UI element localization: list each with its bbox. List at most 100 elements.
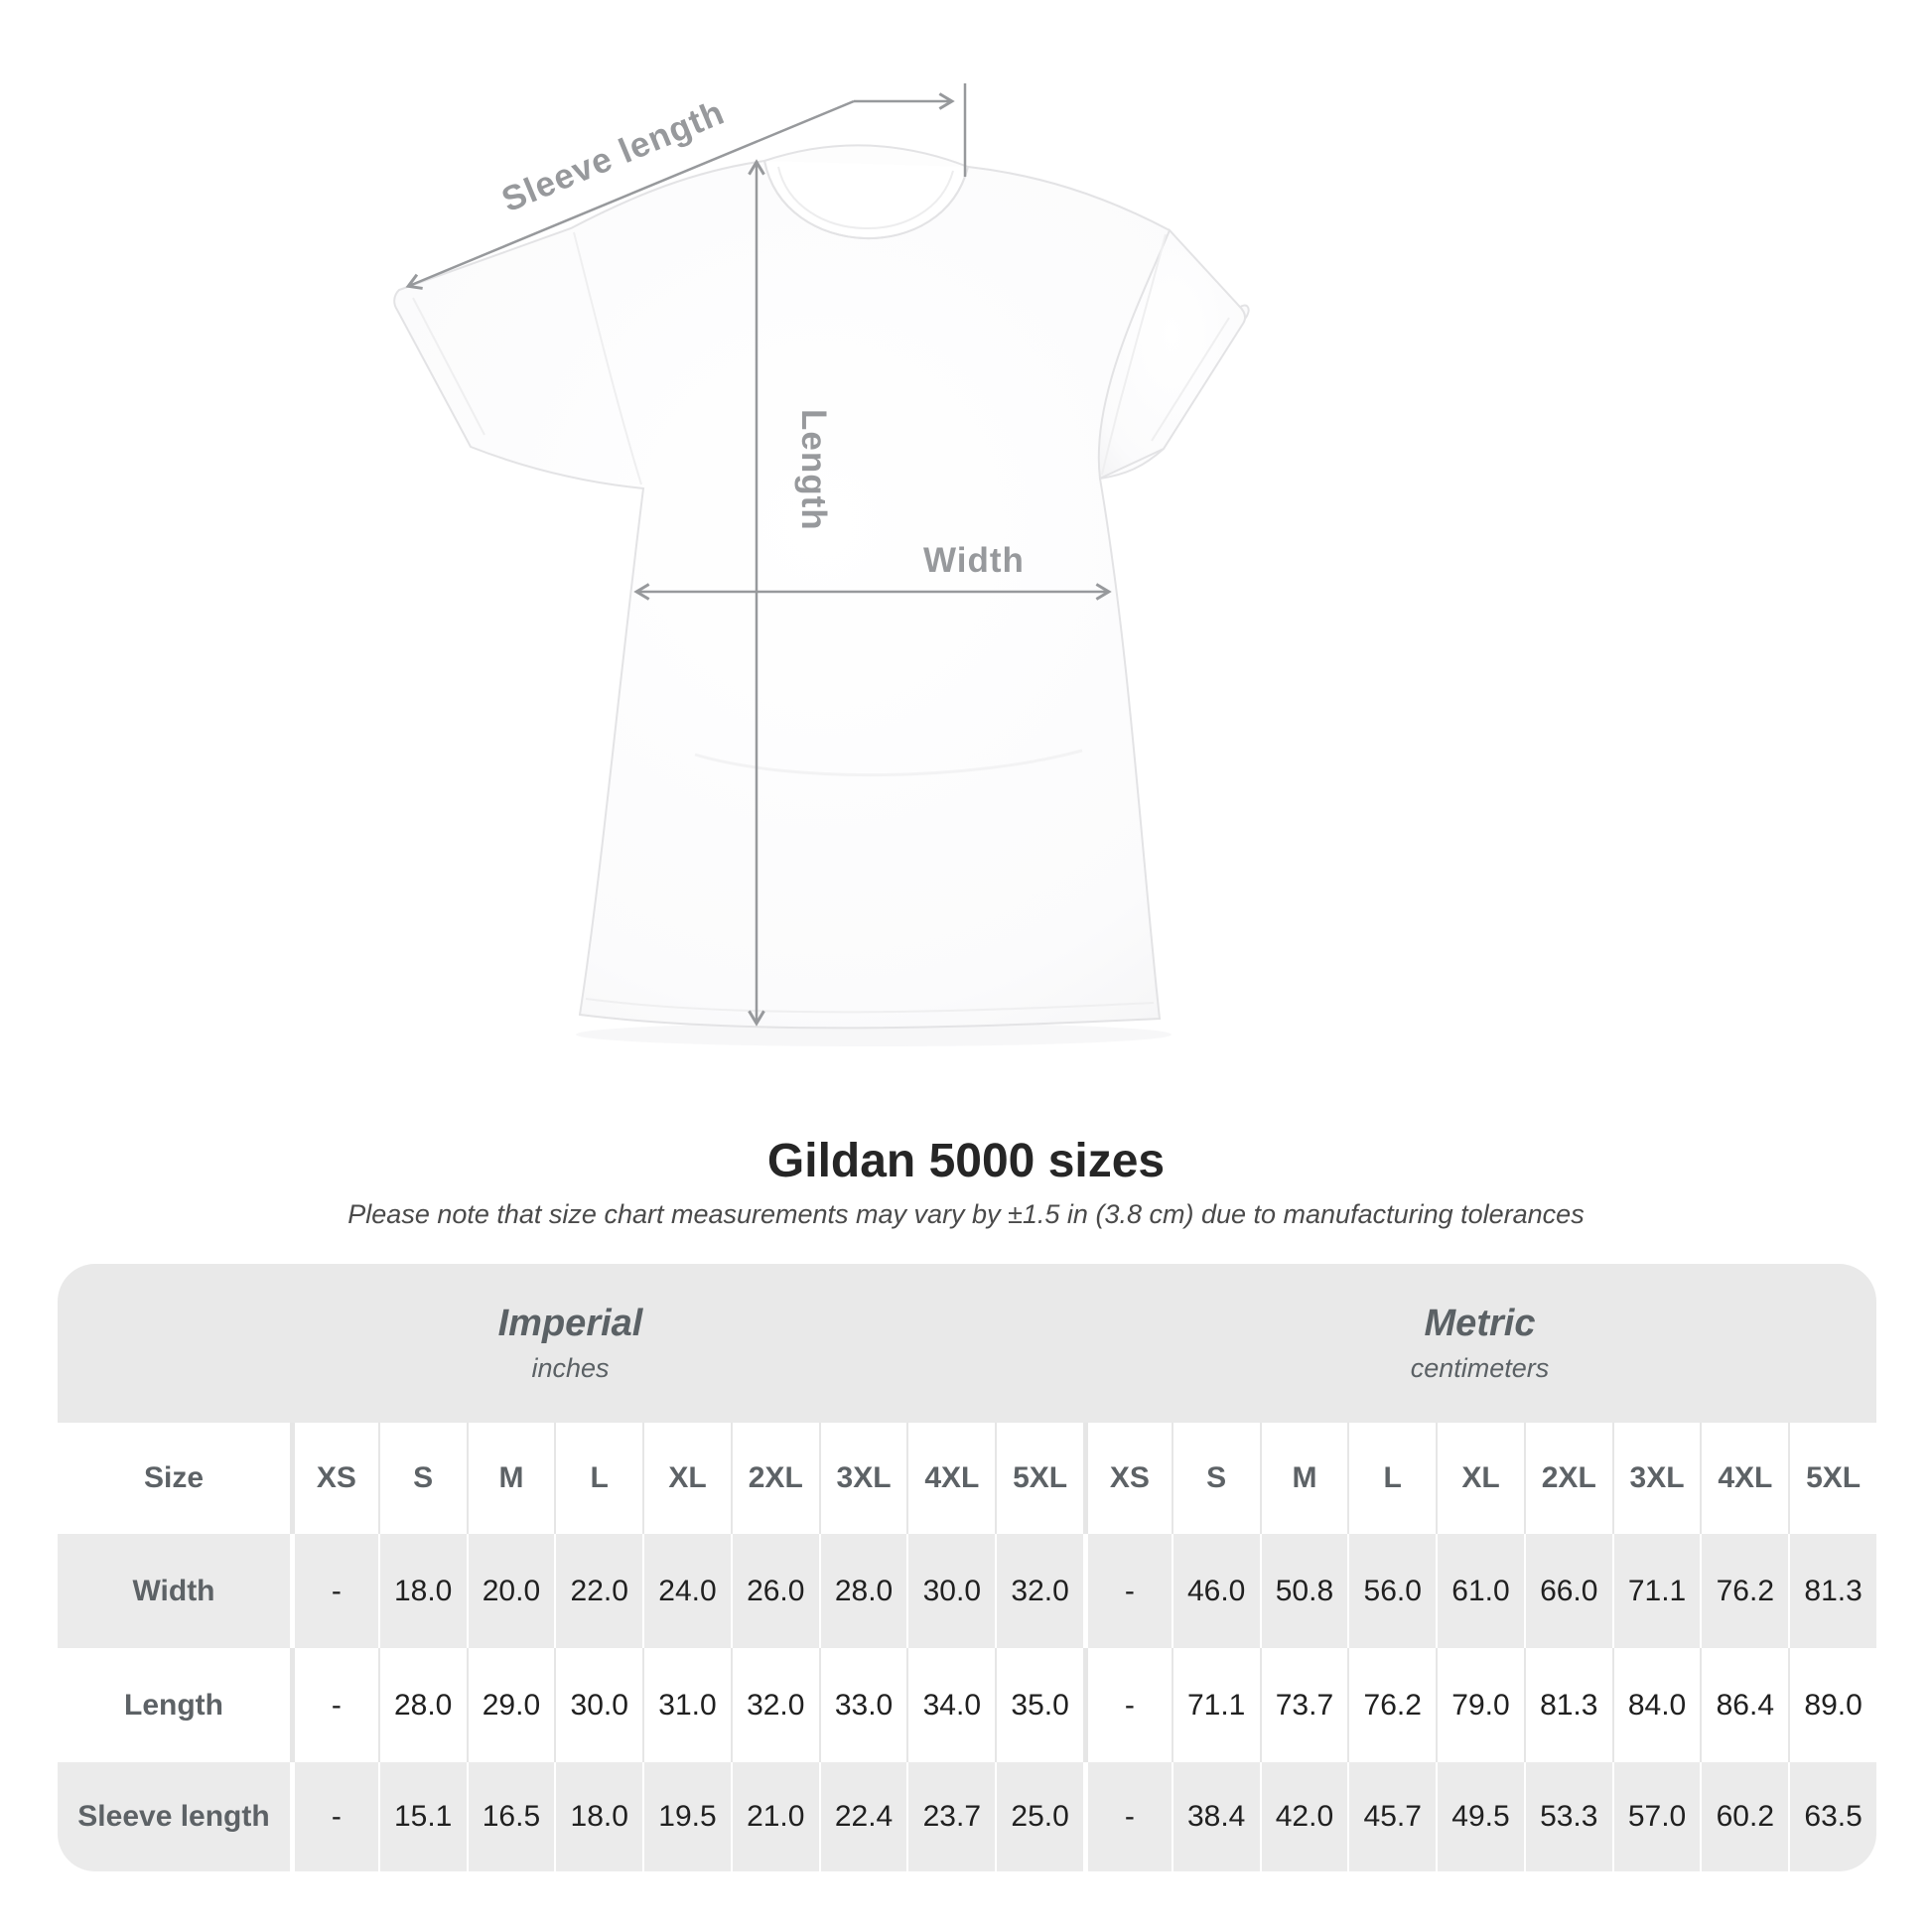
size-header-imperial-4xl: 4XL bbox=[906, 1423, 996, 1534]
hem-stitch bbox=[585, 998, 1155, 1014]
value-sleeve-length-metric-m: 42.0 bbox=[1259, 1762, 1348, 1871]
size-header-metric-m: M bbox=[1259, 1423, 1348, 1534]
size-header-imperial-s: S bbox=[377, 1423, 467, 1534]
size-header-metric-xs: XS bbox=[1083, 1423, 1172, 1534]
right-sleeve-seam bbox=[1101, 233, 1167, 476]
value-length-imperial-4xl: 34.0 bbox=[906, 1648, 996, 1762]
size-header-imperial-2xl: 2XL bbox=[730, 1423, 819, 1534]
metric-group-title: Metric bbox=[1424, 1303, 1536, 1344]
measurement-overlay bbox=[405, 83, 1112, 1027]
value-width-metric-m: 50.8 bbox=[1259, 1534, 1348, 1648]
value-width-imperial-l: 22.0 bbox=[554, 1534, 643, 1648]
value-sleeve-length-metric-xs: - bbox=[1083, 1762, 1172, 1871]
value-sleeve-length-metric-s: 38.4 bbox=[1171, 1762, 1260, 1871]
value-width-metric-xl: 61.0 bbox=[1436, 1534, 1524, 1648]
value-width-imperial-xs: - bbox=[290, 1534, 378, 1648]
value-length-imperial-l: 30.0 bbox=[554, 1648, 643, 1762]
value-width-metric-4xl: 76.2 bbox=[1700, 1534, 1789, 1648]
tolerance-note: Please note that size chart measurements… bbox=[347, 1199, 1585, 1229]
left-sleeve-seam bbox=[573, 231, 642, 485]
sleeve-length-arrow bbox=[405, 99, 855, 290]
value-length-imperial-s: 28.0 bbox=[377, 1648, 467, 1762]
value-sleeve-length-imperial-xl: 19.5 bbox=[642, 1762, 731, 1871]
value-length-metric-s: 71.1 bbox=[1171, 1648, 1260, 1762]
value-sleeve-length-imperial-4xl: 23.7 bbox=[906, 1762, 996, 1871]
size-header-imperial-3xl: 3XL bbox=[818, 1423, 907, 1534]
value-length-metric-5xl: 89.0 bbox=[1788, 1648, 1876, 1762]
imperial-group-title: Imperial bbox=[497, 1303, 643, 1344]
value-length-imperial-xl: 31.0 bbox=[642, 1648, 731, 1762]
value-sleeve-length-imperial-5xl: 25.0 bbox=[995, 1762, 1083, 1871]
value-sleeve-length-imperial-m: 16.5 bbox=[466, 1762, 555, 1871]
value-sleeve-length-imperial-2xl: 21.0 bbox=[730, 1762, 819, 1871]
value-width-imperial-m: 20.0 bbox=[466, 1534, 555, 1648]
value-length-imperial-3xl: 33.0 bbox=[818, 1648, 907, 1762]
value-sleeve-length-imperial-s: 15.1 bbox=[377, 1762, 467, 1871]
value-sleeve-length-metric-3xl: 57.0 bbox=[1611, 1762, 1701, 1871]
collar-front bbox=[763, 160, 969, 239]
tshirt-right-sleeve bbox=[1097, 228, 1247, 481]
unit-group-band: Imperial inches Metric centimeters bbox=[58, 1264, 1876, 1423]
size-header-metric-s: S bbox=[1171, 1423, 1260, 1534]
size-header-metric-5xl: 5XL bbox=[1788, 1423, 1876, 1534]
tshirt-graphic bbox=[393, 144, 1250, 1046]
value-sleeve-length-metric-4xl: 60.2 bbox=[1700, 1762, 1789, 1871]
size-table: Size XS S M L XL 2XL 3XL 4XL 5XL XS S M L XL 2XL 3XL 4XL 5… bbox=[58, 1423, 1876, 1871]
value-sleeve-length-imperial-3xl: 22.4 bbox=[818, 1762, 907, 1871]
value-sleeve-length-metric-l: 45.7 bbox=[1347, 1762, 1437, 1871]
size-header-metric-xl: XL bbox=[1436, 1423, 1524, 1534]
row-label-width: Width bbox=[58, 1534, 290, 1648]
size-header-imperial-l: L bbox=[554, 1423, 643, 1534]
value-width-metric-l: 56.0 bbox=[1347, 1534, 1437, 1648]
metric-group-unit: centimeters bbox=[1410, 1353, 1550, 1383]
left-cuff-stitch bbox=[412, 297, 485, 436]
size-header-metric-l: L bbox=[1347, 1423, 1437, 1534]
size-header-metric-3xl: 3XL bbox=[1611, 1423, 1701, 1534]
metric-group-header: Metric centimeters bbox=[1083, 1264, 1876, 1423]
value-width-metric-s: 46.0 bbox=[1171, 1534, 1260, 1648]
collar-back bbox=[763, 144, 969, 168]
tshirt-body bbox=[393, 159, 1250, 1030]
value-length-metric-m: 73.7 bbox=[1259, 1648, 1348, 1762]
value-sleeve-length-metric-xl: 49.5 bbox=[1436, 1762, 1524, 1871]
value-length-metric-4xl: 86.4 bbox=[1700, 1648, 1789, 1762]
value-sleeve-length-metric-5xl: 63.5 bbox=[1788, 1762, 1876, 1871]
value-length-metric-xs: - bbox=[1083, 1648, 1172, 1762]
size-column-header: Size bbox=[58, 1423, 290, 1534]
row-label-sleeve-length: Sleeve length bbox=[58, 1762, 290, 1871]
value-width-imperial-4xl: 30.0 bbox=[906, 1534, 996, 1648]
value-width-imperial-5xl: 32.0 bbox=[995, 1534, 1083, 1648]
body-wrinkle bbox=[694, 749, 1083, 777]
value-length-metric-3xl: 84.0 bbox=[1611, 1648, 1701, 1762]
value-length-imperial-5xl: 35.0 bbox=[995, 1648, 1083, 1762]
value-length-metric-xl: 79.0 bbox=[1436, 1648, 1524, 1762]
size-header-imperial-xs: XS bbox=[290, 1423, 378, 1534]
value-width-imperial-2xl: 26.0 bbox=[730, 1534, 819, 1648]
width-label: Width bbox=[923, 541, 1025, 580]
value-width-metric-3xl: 71.1 bbox=[1611, 1534, 1701, 1648]
size-header-imperial-m: M bbox=[466, 1423, 555, 1534]
page-title: Gildan 5000 sizes bbox=[766, 1135, 1166, 1187]
right-cuff-stitch bbox=[1151, 317, 1230, 442]
value-length-imperial-m: 29.0 bbox=[466, 1648, 555, 1762]
floor-shadow bbox=[576, 1023, 1172, 1046]
value-length-metric-l: 76.2 bbox=[1347, 1648, 1437, 1762]
value-width-imperial-s: 18.0 bbox=[377, 1534, 467, 1648]
row-label-length: Length bbox=[58, 1648, 290, 1762]
value-sleeve-length-imperial-l: 18.0 bbox=[554, 1762, 643, 1871]
value-sleeve-length-imperial-xs: - bbox=[290, 1762, 378, 1871]
size-header-imperial-5xl: 5XL bbox=[995, 1423, 1083, 1534]
value-width-imperial-3xl: 28.0 bbox=[818, 1534, 907, 1648]
length-label: Length bbox=[794, 409, 833, 531]
imperial-group-unit: inches bbox=[531, 1353, 610, 1383]
value-length-imperial-xs: - bbox=[290, 1648, 378, 1762]
value-width-metric-xs: - bbox=[1083, 1534, 1172, 1648]
size-header-metric-4xl: 4XL bbox=[1700, 1423, 1789, 1534]
value-sleeve-length-metric-2xl: 53.3 bbox=[1523, 1762, 1612, 1871]
value-width-metric-2xl: 66.0 bbox=[1523, 1534, 1612, 1648]
imperial-group-header: Imperial inches bbox=[58, 1264, 1083, 1423]
value-width-imperial-xl: 24.0 bbox=[642, 1534, 731, 1648]
size-header-imperial-xl: XL bbox=[642, 1423, 731, 1534]
collar-ribbing bbox=[777, 166, 954, 229]
